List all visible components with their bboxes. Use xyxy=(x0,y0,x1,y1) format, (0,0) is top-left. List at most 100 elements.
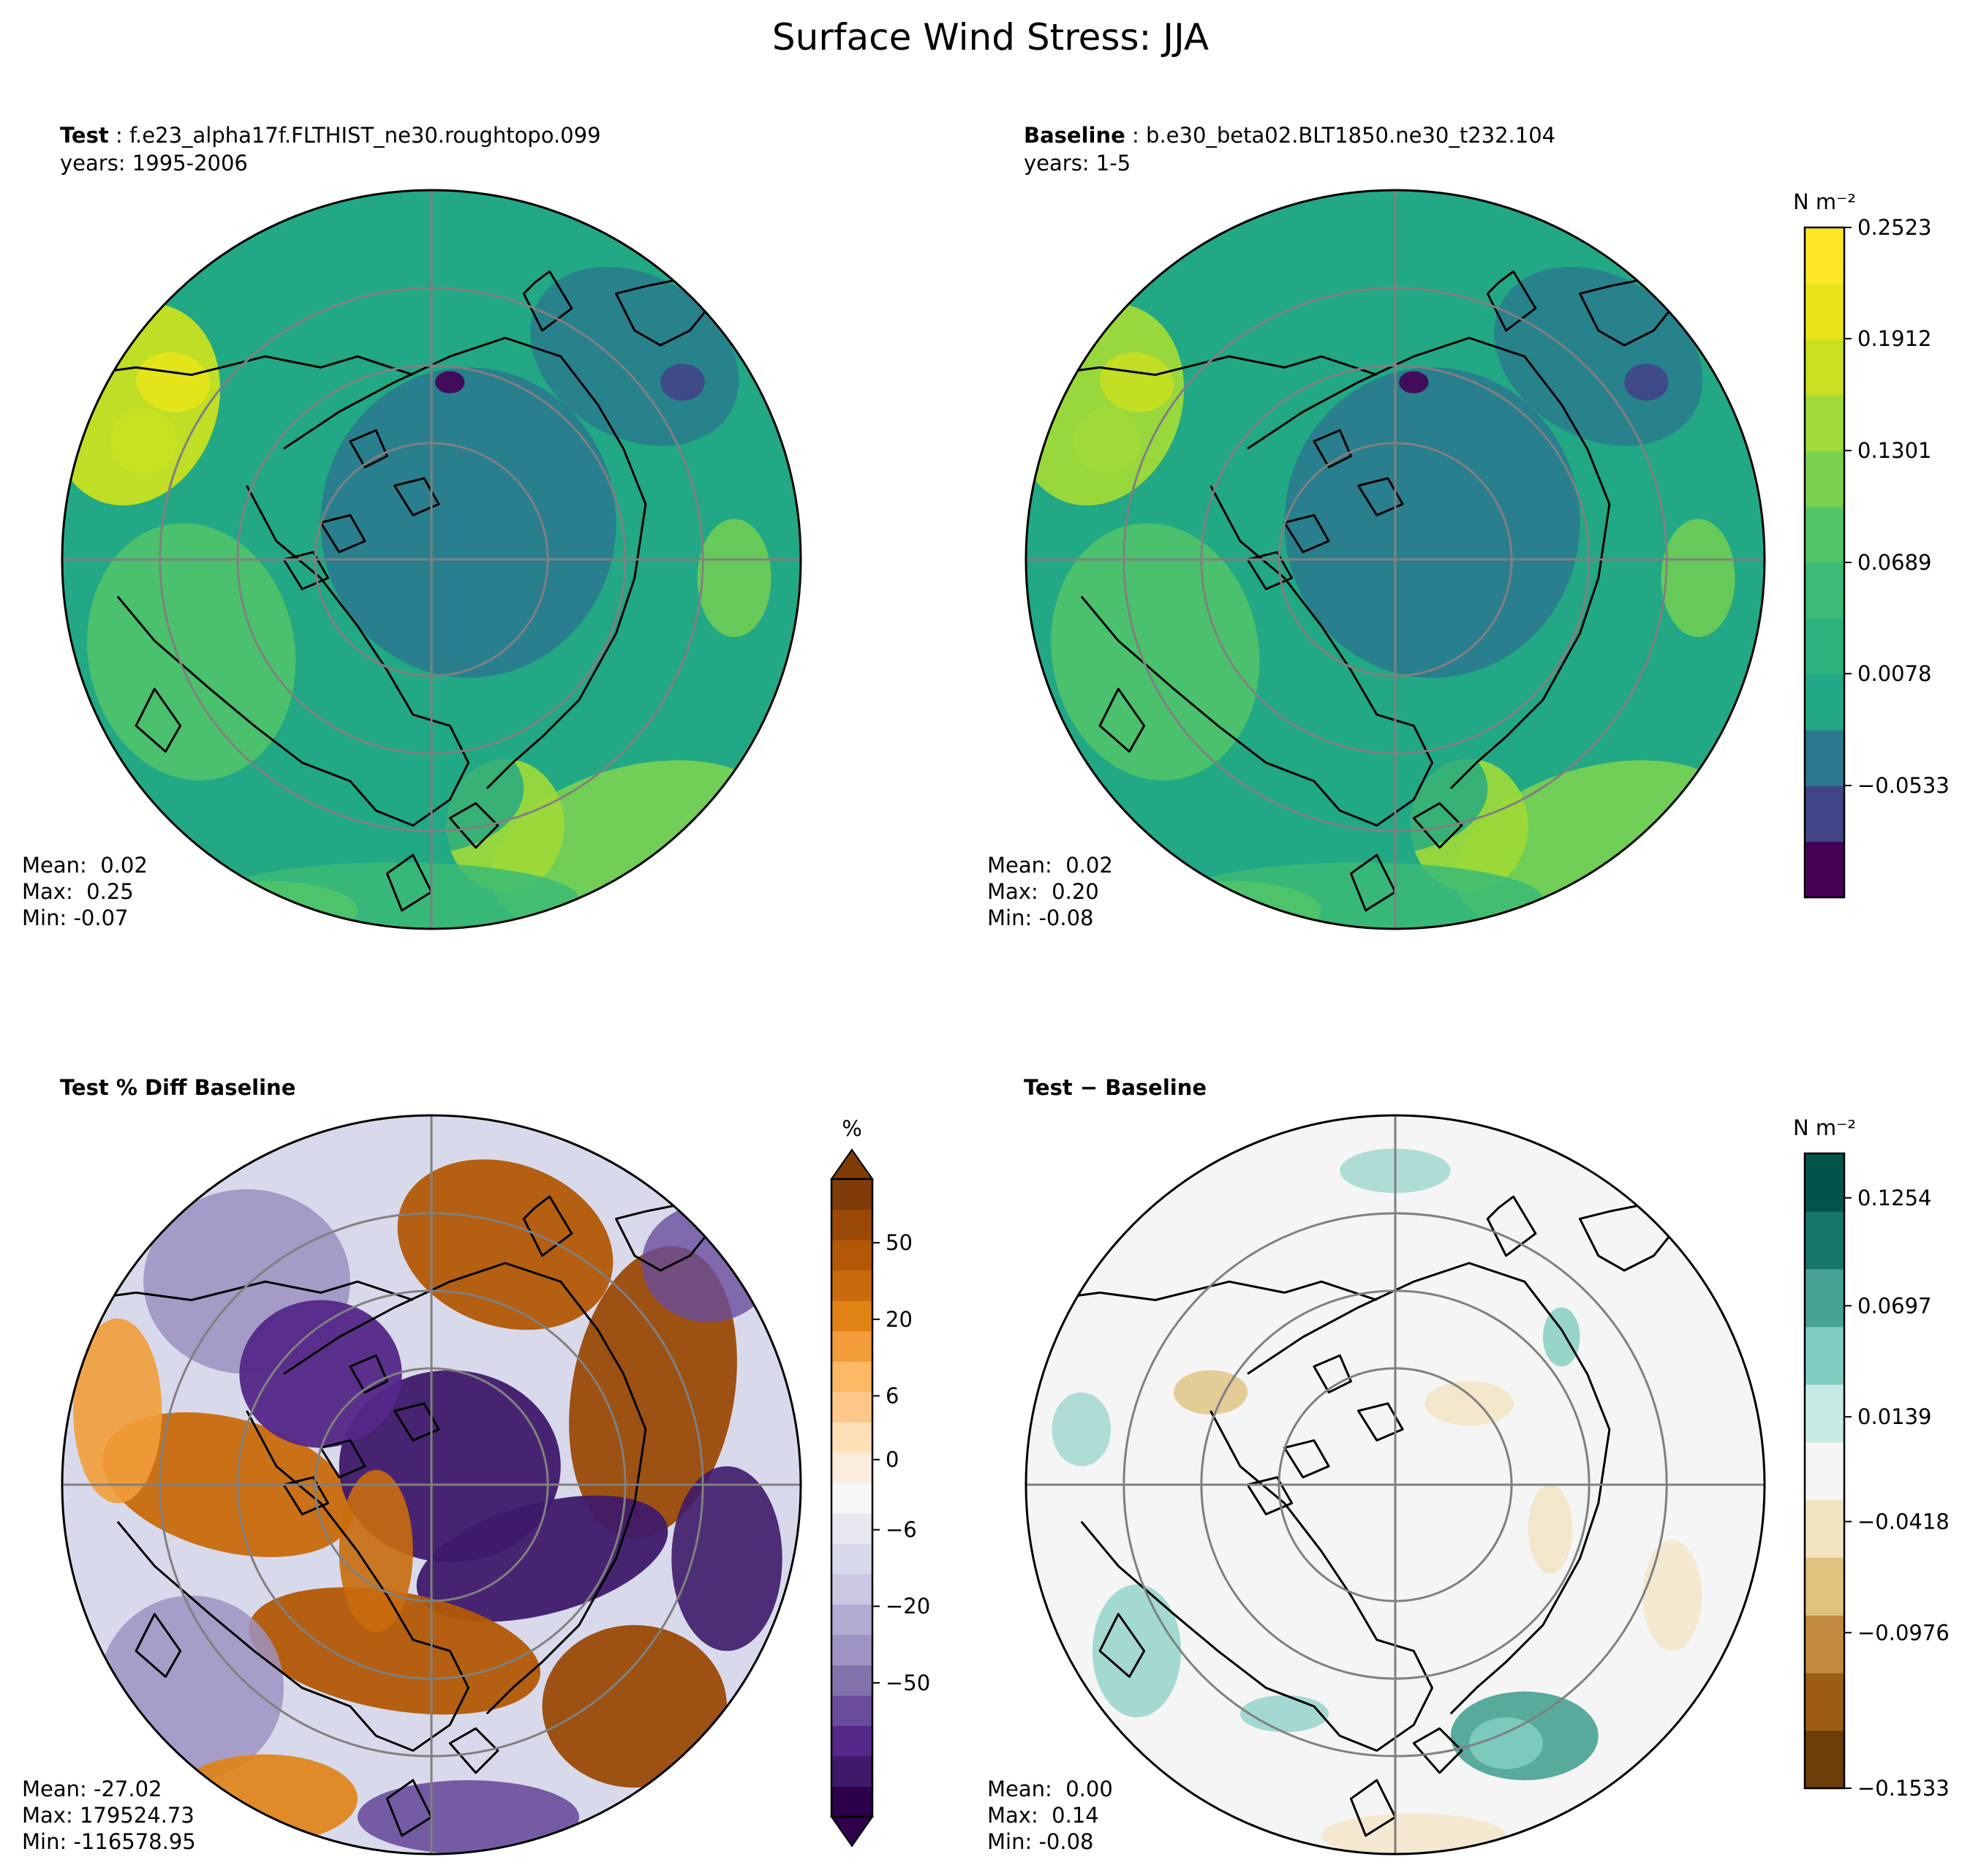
map-1 xyxy=(1025,189,1766,930)
coastline xyxy=(1080,1410,1433,1752)
coastline xyxy=(135,688,182,753)
field-contour xyxy=(660,363,705,401)
field-contour xyxy=(1239,1695,1329,1733)
field-contour xyxy=(136,352,210,413)
map-2 xyxy=(61,1114,802,1856)
field-contour xyxy=(1266,722,1488,855)
field-contour xyxy=(1425,1381,1514,1426)
field-contour xyxy=(1100,352,1174,413)
colorbar-tick-label: 0.1254 xyxy=(1857,1186,1931,1210)
colorbar-swatch xyxy=(1805,1210,1844,1270)
map-field xyxy=(1026,190,1765,929)
colorbar-swatch xyxy=(831,1755,872,1788)
coastline xyxy=(116,1410,469,1752)
colorbar-swatch xyxy=(1805,1730,1844,1789)
colorbar-swatch xyxy=(1805,1153,1844,1212)
colorbar-tick-label: 50 xyxy=(886,1230,913,1255)
colorbar-abs: 0.2523 0.1912 0.1301 0.0689 0.0078 −0.0533 N m… xyxy=(1793,189,1950,899)
field-contour xyxy=(671,1466,782,1651)
test-label: Test xyxy=(60,123,109,148)
field-contour xyxy=(1399,371,1429,393)
coastline xyxy=(1313,429,1352,469)
colorbar-swatch xyxy=(831,1695,872,1727)
pctdiff-header: Test % Diff Baseline xyxy=(60,1074,295,1101)
baseline-sep: : xyxy=(1125,123,1147,148)
colorbar-unit: N m⁻² xyxy=(1793,1115,1856,1140)
coastline xyxy=(385,1779,433,1837)
coastline xyxy=(1246,551,1294,590)
colorbar-swatch xyxy=(1805,730,1844,786)
colorbar-swatch xyxy=(1805,674,1844,731)
colorbar-frame xyxy=(1803,1152,1846,1790)
colorbar-tick-label: −0.0976 xyxy=(1857,1620,1950,1645)
field-contour xyxy=(542,1624,727,1788)
map-0 xyxy=(61,189,802,930)
pctdiff-min: Min: -116578.95 xyxy=(22,1829,196,1854)
field-contour xyxy=(1624,363,1669,401)
colorbar-swatch xyxy=(1805,339,1844,396)
colorbar-swatch xyxy=(831,1300,872,1332)
colorbar-swatch xyxy=(831,1240,872,1271)
diff-mean: Mean: 0.00 xyxy=(987,1777,1113,1801)
coastline xyxy=(80,355,414,376)
colorbar-swatch xyxy=(831,1725,872,1757)
field-contour xyxy=(1284,367,1580,678)
baseline-years: years: 1-5 xyxy=(1024,151,1131,176)
field-contour xyxy=(397,1159,614,1330)
diff-stats: Mean: 0.00 Max: 0.14 Min: -0.08 xyxy=(987,1776,1113,1855)
colorbar-swatch xyxy=(831,1483,872,1514)
field-contour xyxy=(358,1780,579,1854)
colorbar-swatch xyxy=(831,1604,872,1635)
test-min: Min: -0.07 xyxy=(22,905,129,930)
colorbar-swatch xyxy=(831,1422,872,1453)
map-field xyxy=(62,1115,801,1854)
coastline xyxy=(1486,270,1537,332)
field-contour xyxy=(1469,1717,1543,1769)
baseline-label: Baseline xyxy=(1024,123,1125,148)
test-header: Test : f.e23_alpha17f.FLTHIST_ne30.rough… xyxy=(60,121,601,177)
colorbar-tick-label: −0.1533 xyxy=(1857,1776,1950,1801)
colorbar-swatch xyxy=(831,1391,872,1423)
coastline xyxy=(1283,513,1330,554)
colorbar-tick-label: 0.0697 xyxy=(1857,1293,1931,1318)
field-contour xyxy=(1543,1307,1580,1367)
coastline xyxy=(1098,688,1146,753)
colorbar-swatch xyxy=(831,1665,872,1696)
colorbar-swatch xyxy=(1805,841,1844,898)
field-contour xyxy=(1661,519,1735,638)
colorbar-unit: % xyxy=(842,1116,862,1141)
pctdiff-stats: Mean: -27.02 Max: 179524.73 Min: -116578.9… xyxy=(22,1776,196,1855)
baseline-min: Min: -0.08 xyxy=(987,905,1094,930)
colorbar-tick-label: −0.0418 xyxy=(1857,1509,1950,1534)
coastline xyxy=(1246,1476,1294,1515)
coastline xyxy=(1349,1779,1397,1837)
field-contour xyxy=(99,1595,284,1780)
colorbar-swatch xyxy=(1805,618,1844,675)
coastline xyxy=(1349,854,1397,912)
colorbar-tick-label: 0.1301 xyxy=(1857,438,1931,463)
field-contour xyxy=(73,1318,162,1504)
field-contour xyxy=(249,1587,540,1715)
colorbar-diff: 0.1254 0.0697 0.0139 −0.0418 −0.0976 −0.1533 N… xyxy=(1793,1115,1950,1801)
colorbar-swatch xyxy=(831,1573,872,1605)
colorbar-extend-max xyxy=(830,1148,874,1180)
colorbar-pct: 50 20 6 0 −6 −20 −50% xyxy=(830,1116,930,1847)
field-contour xyxy=(239,1300,402,1448)
diff-label: Test − Baseline xyxy=(1024,1075,1207,1100)
map-field xyxy=(62,190,801,929)
colorbar-tick-label: −6 xyxy=(886,1518,917,1542)
field-contour xyxy=(435,371,465,393)
coastline xyxy=(80,1280,414,1301)
field-contour xyxy=(1174,862,1543,929)
diff-max: Max: 0.14 xyxy=(987,1803,1099,1828)
colorbar-extend-min xyxy=(830,1816,874,1847)
colorbar-swatch xyxy=(1805,1615,1844,1673)
coastline xyxy=(393,477,440,516)
field-contour xyxy=(302,722,524,855)
coastline xyxy=(1098,1613,1146,1679)
colorbar-swatch xyxy=(831,1330,872,1362)
colorbar-swatch xyxy=(831,1543,872,1575)
coastline xyxy=(448,802,499,849)
test-sep: : xyxy=(108,123,129,148)
